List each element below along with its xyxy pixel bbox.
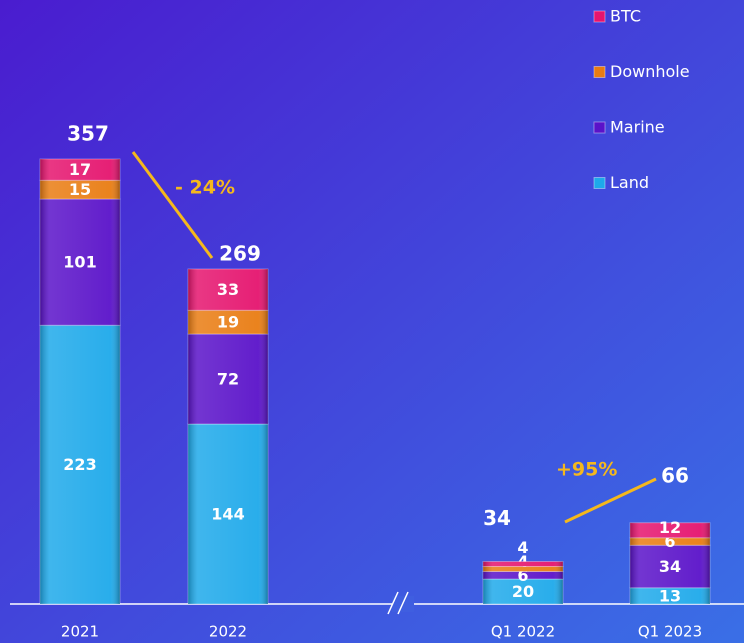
annotation: +95%: [556, 459, 617, 481]
data-label: 72: [217, 370, 239, 389]
axis-break: [397, 591, 409, 615]
legend-label: Downhole: [610, 62, 690, 81]
bar-shine: [40, 325, 120, 604]
data-label: 6: [517, 566, 528, 585]
data-label: 223: [63, 455, 96, 474]
axis-break: [387, 591, 399, 615]
data-label: 34: [659, 557, 681, 576]
x-tick-label: 2022: [209, 623, 247, 641]
legend-label: BTC: [610, 7, 641, 26]
bar-shine: [40, 159, 120, 181]
bar-shine: [188, 334, 268, 424]
bar-shine: [483, 561, 563, 567]
total-label: 269: [219, 242, 261, 266]
x-tick-label: Q1 2022: [491, 623, 555, 641]
bar-shine: [40, 199, 120, 326]
bar-shine: [630, 545, 710, 588]
bar-shine: [630, 537, 710, 546]
data-label: 33: [217, 280, 239, 299]
trend-line: [131, 151, 214, 259]
data-label: 20: [512, 582, 534, 601]
legend-label: Land: [610, 173, 649, 192]
bar-shine: [188, 269, 268, 311]
bar-shine: [630, 587, 710, 604]
data-label: 12: [659, 518, 681, 537]
bar-shine: [483, 566, 563, 572]
legend-swatch: [593, 66, 606, 78]
legend-swatch: [593, 177, 606, 189]
data-label: 144: [211, 505, 244, 524]
data-label: 19: [217, 313, 239, 332]
legend-swatch: [593, 121, 606, 134]
legend-label: Marine: [610, 118, 665, 137]
total-label: 357: [67, 122, 109, 146]
bar-shine: [40, 180, 120, 199]
legend-swatch: [593, 10, 606, 23]
x-tick-label: Q1 2023: [638, 623, 702, 641]
data-label: 17: [69, 160, 91, 179]
bar-shine: [483, 579, 563, 604]
total-label: 66: [661, 463, 689, 487]
x-tick-label: 2021: [61, 623, 99, 641]
annotation: - 24%: [175, 177, 235, 199]
trend-line: [564, 477, 657, 524]
bar-shine: [188, 310, 268, 334]
bar-shine: [188, 424, 268, 604]
data-label: 101: [63, 253, 96, 272]
data-label: 13: [659, 586, 681, 605]
data-label: 4: [517, 552, 528, 571]
data-label: 6: [664, 532, 675, 551]
data-label: 15: [69, 180, 91, 199]
bar-shine: [630, 522, 710, 538]
total-label: 34: [483, 506, 511, 530]
data-label: 4: [517, 538, 528, 557]
bar-shine: [483, 571, 563, 579]
